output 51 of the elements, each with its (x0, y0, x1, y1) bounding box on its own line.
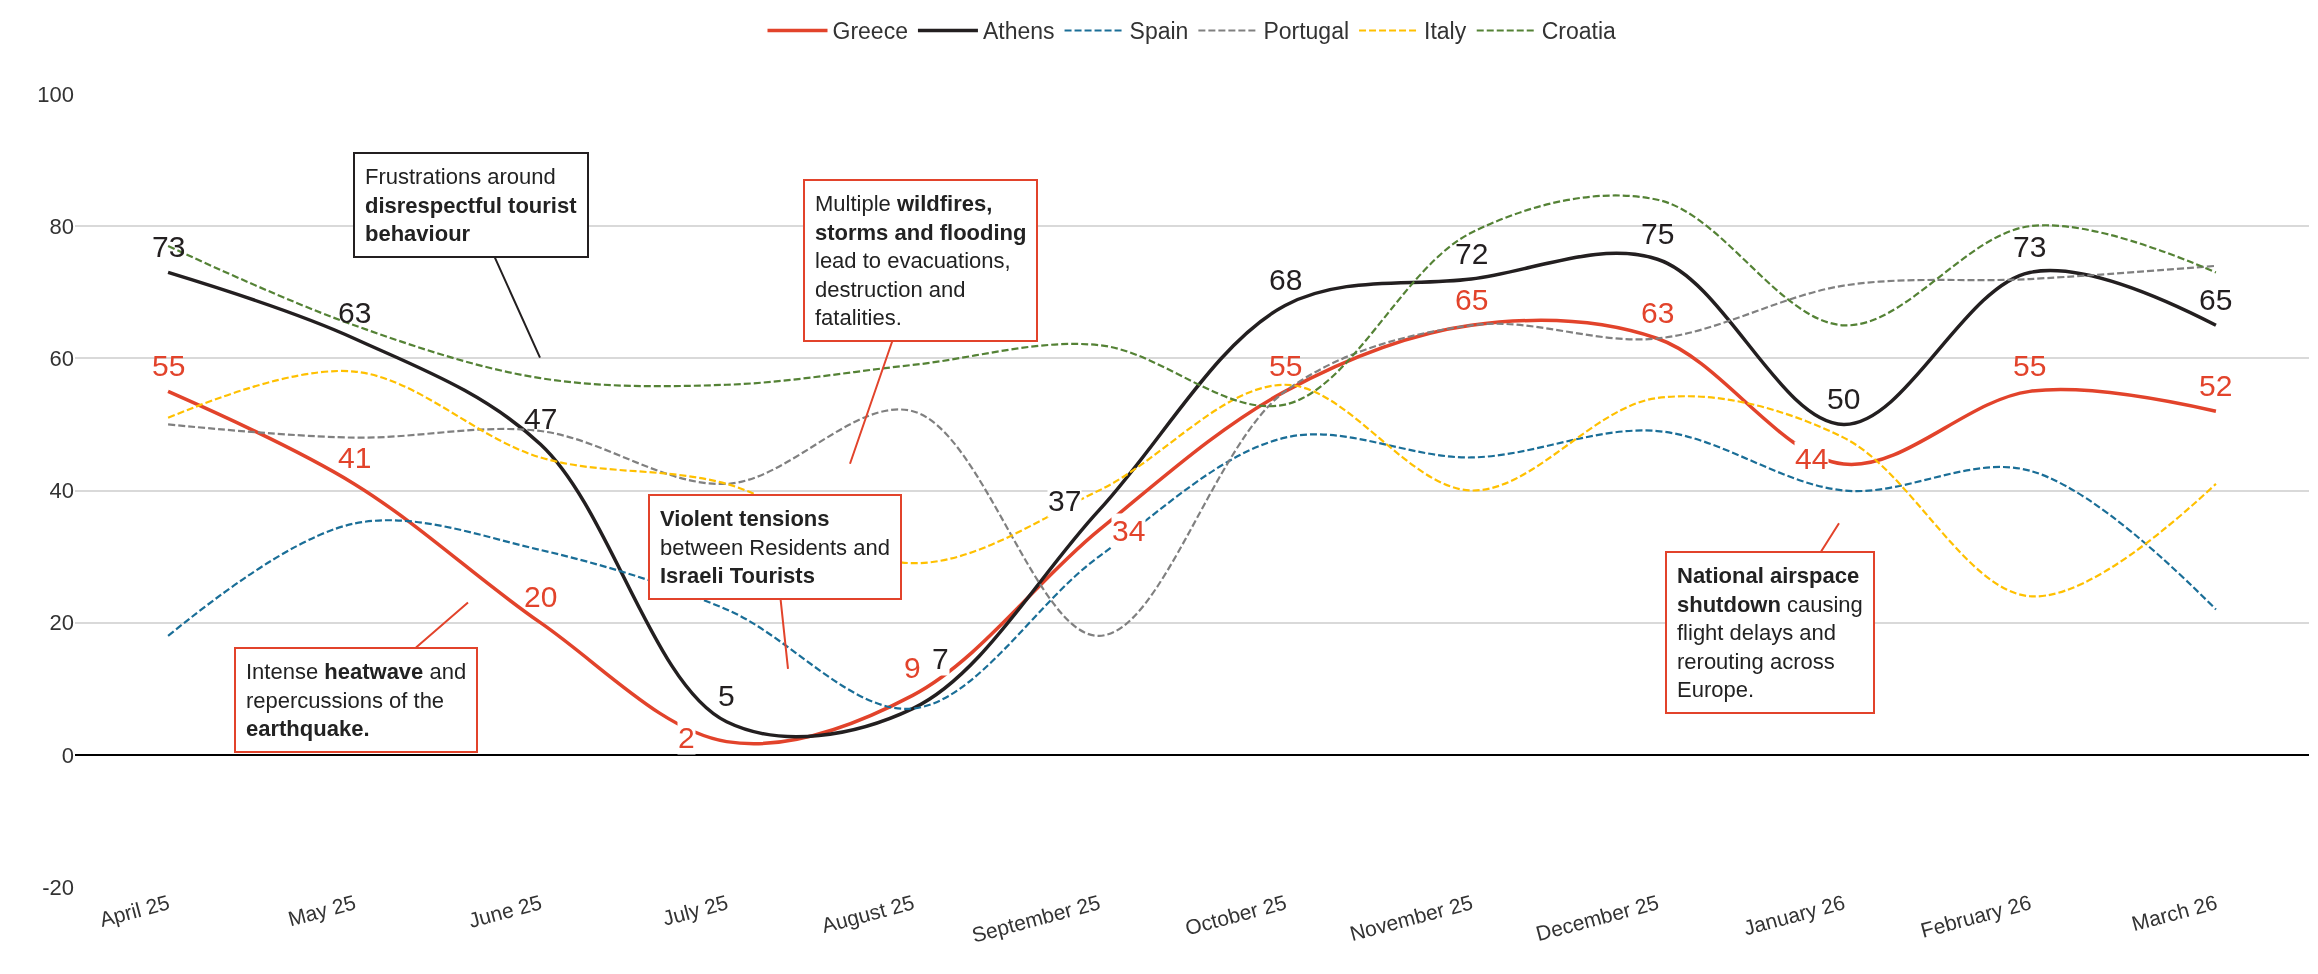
x-tick-label: August 25 (819, 890, 917, 937)
data-label: 73 (152, 230, 186, 263)
x-tick-label: July 25 (660, 890, 731, 930)
data-label: 68 (1269, 263, 1303, 296)
x-tick-label: April 25 (97, 890, 172, 931)
data-label: 47 (524, 402, 558, 435)
legend-label: Athens (982, 18, 1055, 45)
data-label: 63 (338, 296, 372, 329)
data-label: 2 (678, 721, 695, 754)
data-label: 55 (152, 349, 186, 382)
legend-label: Portugal (1263, 18, 1350, 45)
data-label: 50 (1827, 382, 1861, 415)
y-tick-label: 0 (61, 742, 74, 768)
data-label: 9 (904, 651, 921, 684)
x-tick-label: June 25 (466, 890, 545, 932)
y-tick-label: -20 (42, 874, 74, 900)
y-tick-label: 40 (49, 478, 74, 504)
data-label: 34 (1112, 514, 1146, 547)
data-label: 63 (1641, 296, 1675, 329)
annotation: Violent tensions between Residents and Israeli Tourists (660, 506, 890, 589)
data-label: 72 (1455, 237, 1489, 270)
data-label: 20 (524, 580, 558, 613)
x-tick-label: February 26 (1918, 890, 2034, 942)
x-tick-label: March 26 (2129, 890, 2220, 936)
legend-label: Greece (832, 18, 908, 45)
legend-label: Spain (1129, 18, 1189, 45)
legend-label: Croatia (1541, 18, 1617, 45)
data-label: 73 (2013, 230, 2047, 263)
y-tick-label: 100 (37, 81, 74, 107)
y-tick-label: 80 (49, 213, 74, 239)
data-label: 7 (932, 642, 949, 675)
data-label: 41 (338, 441, 372, 474)
data-label: 37 (1048, 484, 1082, 517)
data-label: 55 (1269, 349, 1303, 382)
x-tick-label: May 25 (285, 890, 358, 931)
annotation: Intense heatwave and repercussions of the earthquake. (246, 659, 467, 742)
legend-label: Italy (1424, 18, 1467, 45)
data-label: 55 (2013, 349, 2047, 382)
x-tick-label: October 25 (1182, 890, 1289, 940)
text: Frustrations around disrespectful tourist behaviour (365, 164, 577, 247)
data-label: 52 (2199, 369, 2233, 402)
data-label: 75 (1641, 217, 1675, 250)
data-label: 44 (1795, 442, 1829, 475)
data-label: 65 (2199, 283, 2233, 316)
annotation: National airspace shutdown causing flight delays and rerouting across Europe. (1677, 563, 1863, 703)
y-tick-label: 60 (49, 346, 74, 372)
y-tick-label: 20 (49, 610, 74, 636)
data-label: 5 (718, 679, 735, 712)
data-label: 65 (1455, 283, 1489, 316)
annotation: Multiple wildfires, storms and flooding lead to evacuations, destruction and fatalities. (815, 191, 1027, 331)
x-tick-label: January 26 (1741, 890, 1848, 940)
